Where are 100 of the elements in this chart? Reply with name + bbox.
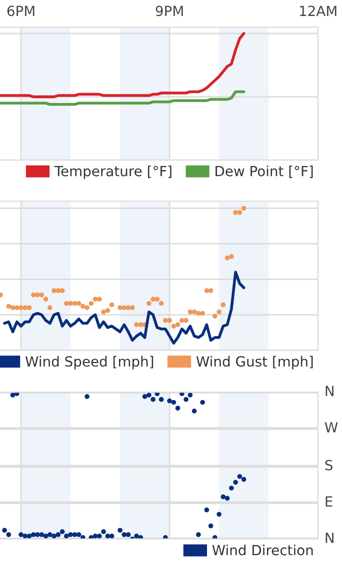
point — [130, 305, 135, 310]
point — [84, 394, 90, 399]
point — [212, 314, 218, 319]
point — [56, 288, 61, 294]
point — [180, 318, 184, 323]
point — [6, 532, 12, 538]
point — [64, 534, 69, 538]
point — [22, 534, 28, 538]
point — [72, 300, 78, 306]
point — [196, 310, 201, 316]
point — [92, 296, 98, 302]
legend-label: Wind Direction — [212, 544, 313, 556]
point — [146, 392, 152, 398]
point — [80, 304, 86, 309]
point — [48, 532, 52, 538]
point — [88, 535, 94, 539]
point — [204, 508, 210, 512]
point — [180, 392, 184, 396]
legend-label: Wind Gust [mph] — [196, 356, 313, 370]
point — [224, 256, 230, 260]
point — [18, 532, 24, 538]
point — [200, 400, 205, 405]
point — [101, 529, 106, 534]
point — [220, 302, 226, 308]
ref-line-label: N — [326, 386, 334, 396]
point — [158, 397, 164, 402]
point — [14, 392, 20, 396]
point — [150, 397, 156, 402]
point — [88, 300, 94, 306]
ref-line-label: W — [324, 422, 338, 432]
point — [2, 528, 7, 533]
point — [188, 310, 193, 314]
point — [237, 210, 242, 215]
point — [76, 532, 82, 538]
point — [237, 474, 242, 479]
point — [163, 535, 168, 539]
point — [97, 534, 102, 538]
point — [192, 408, 197, 414]
x-tick-label: 6PM — [7, 6, 34, 16]
point — [216, 512, 222, 517]
point — [184, 397, 188, 402]
point — [118, 305, 122, 310]
point — [208, 523, 214, 528]
point — [80, 535, 86, 539]
point — [10, 392, 16, 398]
point — [146, 300, 152, 306]
x-tick-label: 12AM — [300, 6, 336, 16]
point — [158, 300, 164, 306]
point — [52, 288, 56, 294]
x-tick-label: 9PM — [156, 6, 183, 16]
point — [105, 534, 110, 538]
point — [72, 532, 78, 538]
point — [35, 292, 40, 298]
point — [154, 296, 160, 302]
point — [14, 305, 20, 310]
point — [229, 254, 234, 259]
point — [56, 532, 61, 538]
point — [31, 532, 36, 538]
point — [188, 392, 193, 398]
point — [43, 296, 48, 302]
point — [204, 288, 210, 294]
point — [31, 292, 36, 298]
point — [18, 305, 24, 310]
point — [184, 318, 188, 323]
point — [92, 534, 98, 538]
point — [233, 210, 238, 215]
ref-line-label: E — [326, 496, 332, 506]
legend-label: Temperature [°F] — [54, 166, 172, 180]
point — [220, 494, 226, 500]
point — [192, 310, 197, 314]
point — [216, 310, 222, 314]
point — [118, 528, 122, 533]
point — [175, 406, 180, 411]
point — [171, 324, 176, 329]
point — [84, 305, 90, 310]
point — [60, 288, 65, 294]
point — [241, 206, 246, 211]
point — [212, 535, 218, 539]
point — [35, 532, 40, 538]
legend-label: Dew Point [°F] — [216, 166, 313, 178]
point — [224, 496, 230, 501]
point — [167, 318, 172, 323]
point — [97, 296, 102, 302]
point — [26, 534, 32, 538]
point — [64, 300, 69, 306]
point — [175, 322, 180, 328]
point — [241, 476, 246, 482]
point — [138, 535, 144, 539]
point — [150, 296, 156, 302]
point — [76, 300, 82, 306]
point — [39, 292, 44, 298]
point — [134, 534, 139, 538]
point — [134, 322, 139, 328]
point — [43, 534, 48, 538]
point — [233, 480, 238, 485]
ref-line-label: N — [326, 532, 334, 543]
point — [39, 532, 44, 538]
point — [122, 532, 127, 538]
ref-line-label: S — [325, 460, 332, 470]
point — [60, 529, 65, 534]
